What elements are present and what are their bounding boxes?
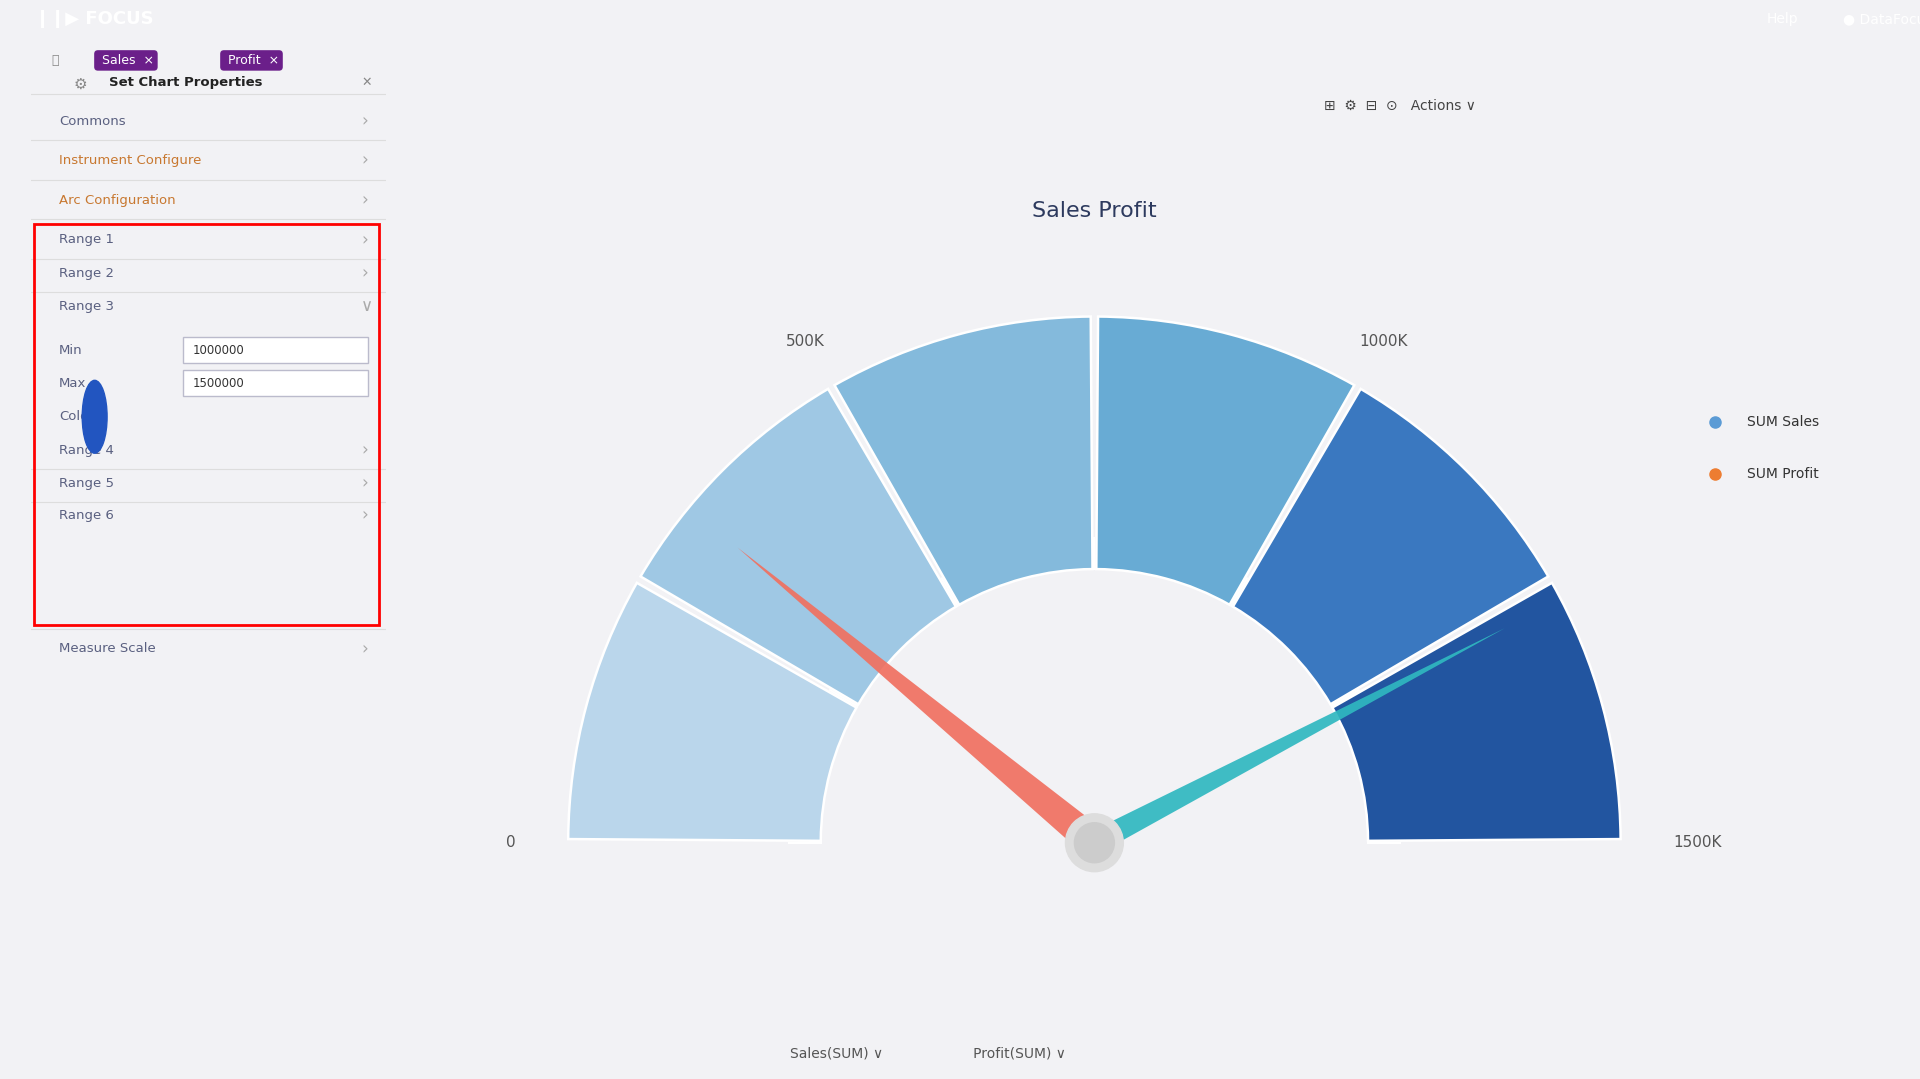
Text: Commons: Commons [60,114,127,127]
Text: ›: › [361,152,369,169]
Bar [35,224,378,625]
Wedge shape [1332,583,1620,841]
Text: 1500000: 1500000 [192,377,244,390]
Text: Min: Min [60,343,83,357]
Wedge shape [835,316,1092,605]
Text: ›: › [361,112,369,131]
Text: Measure Scale: Measure Scale [60,642,156,655]
Text: Sales(SUM) ∨: Sales(SUM) ∨ [789,1047,883,1060]
FancyBboxPatch shape [184,337,369,363]
Text: ✕: ✕ [361,77,372,90]
Wedge shape [568,583,856,841]
Text: Arc Configuration: Arc Configuration [60,194,177,207]
Wedge shape [1233,388,1548,705]
Text: ›: › [361,441,369,459]
Circle shape [1075,823,1114,863]
Text: ∨: ∨ [361,298,372,315]
Text: 1000000: 1000000 [192,343,244,357]
Text: Range 4: Range 4 [60,443,113,456]
Text: ›: › [361,264,369,282]
Text: Range 5: Range 5 [60,477,113,490]
Text: Sales  ×: Sales × [98,54,154,67]
Text: Set Chart Properties: Set Chart Properties [109,77,263,90]
Text: Color: Color [60,410,94,423]
Text: Range 6: Range 6 [60,509,113,522]
Text: Range 3: Range 3 [60,300,113,313]
Polygon shape [1089,628,1505,853]
Text: Profit  ×: Profit × [225,54,278,67]
Text: ›: › [361,191,369,209]
Circle shape [1066,814,1123,872]
Text: ⊞  ⚙  ⊟  ⊙   Actions ∨: ⊞ ⚙ ⊟ ⊙ Actions ∨ [1323,99,1475,112]
Polygon shape [737,547,1104,855]
Text: ›: › [361,640,369,658]
Text: 1500K: 1500K [1672,835,1722,850]
Text: ›: › [361,507,369,524]
Text: 1000K: 1000K [1359,333,1407,349]
Text: Range 1: Range 1 [60,233,113,246]
Text: SUM Profit: SUM Profit [1747,467,1818,481]
Text: Help: Help [1766,12,1797,26]
Text: Range 2: Range 2 [60,267,113,279]
Text: Profit(SUM) ∨: Profit(SUM) ∨ [960,1047,1066,1060]
Text: Sales Profit: Sales Profit [1033,201,1156,221]
Wedge shape [1096,316,1354,605]
Text: 🔍: 🔍 [50,54,58,67]
Text: 500K: 500K [785,333,824,349]
Text: ⚙: ⚙ [73,77,86,92]
Wedge shape [641,388,956,705]
Circle shape [83,380,108,453]
Text: Max: Max [60,377,86,390]
Text: ›: › [361,231,369,249]
Text: 0: 0 [507,835,516,850]
FancyBboxPatch shape [184,370,369,396]
Text: Instrument Configure: Instrument Configure [60,154,202,167]
Text: ›: › [361,475,369,492]
Text: ❙❙▶ FOCUS: ❙❙▶ FOCUS [35,10,154,28]
Text: ● DataFocus ▾: ● DataFocus ▾ [1843,12,1920,26]
Text: SUM Sales: SUM Sales [1747,414,1818,428]
